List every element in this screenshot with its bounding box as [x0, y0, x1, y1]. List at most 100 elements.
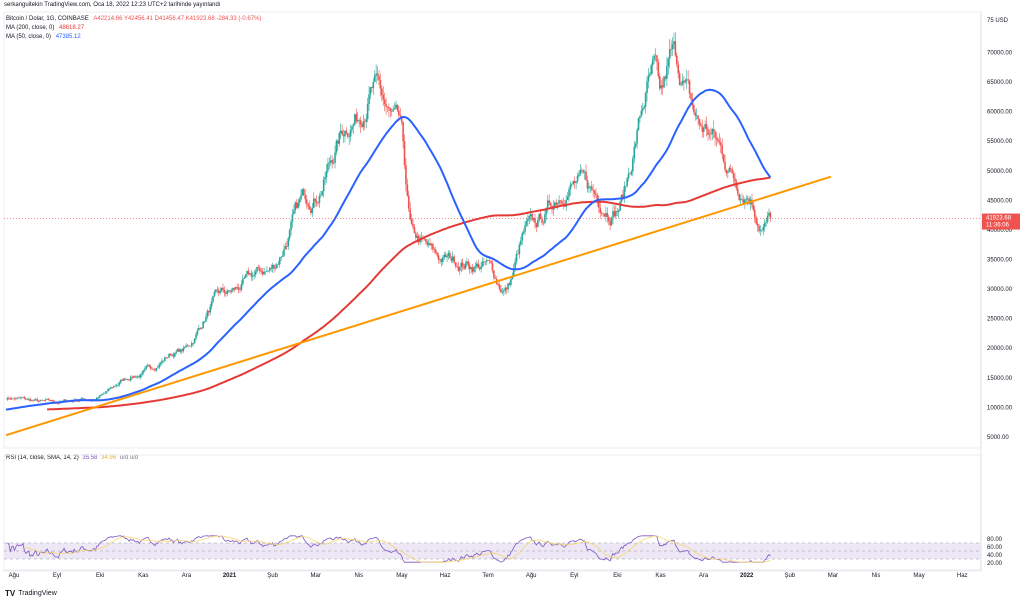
- candle-body: [456, 266, 458, 267]
- candle-body: [52, 400, 54, 402]
- candle-body: [264, 271, 267, 273]
- candle-body: [582, 170, 585, 173]
- ma50-line[interactable]: [5, 88, 772, 411]
- candle-body: [97, 397, 99, 399]
- candles-group[interactable]: [6, 32, 772, 405]
- candle-body: [308, 206, 311, 210]
- candle-body: [325, 170, 328, 178]
- candle-body: [288, 230, 291, 239]
- candle-body: [30, 400, 33, 402]
- candle-body: [314, 198, 316, 201]
- candle-body: [386, 106, 389, 108]
- candle-body: [210, 301, 213, 307]
- time-axis-label: May: [913, 573, 924, 579]
- rsi-axis-label: 80.00: [987, 537, 1003, 543]
- candle-body: [217, 290, 220, 293]
- candle-body: [632, 158, 634, 172]
- candle-body: [673, 41, 675, 45]
- candle-body: [395, 104, 397, 109]
- candle-body: [95, 397, 98, 400]
- candle-body: [388, 107, 390, 109]
- candle-body: [678, 73, 681, 85]
- candle-body: [681, 80, 684, 85]
- support-trendline[interactable]: [5, 175, 832, 437]
- candle-body: [276, 264, 278, 268]
- candle-body: [37, 401, 40, 402]
- candle-body: [98, 395, 101, 398]
- candle-body: [721, 145, 723, 155]
- candle-body: [246, 270, 248, 275]
- candle-body: [457, 266, 460, 271]
- candle-body: [297, 202, 299, 208]
- candle-body: [493, 270, 495, 278]
- main-pane[interactable]: [3, 11, 982, 449]
- candle-body: [327, 163, 329, 171]
- candle-body: [199, 327, 202, 329]
- candle-body: [515, 254, 518, 262]
- candle-body: [624, 186, 627, 187]
- candle-body: [697, 115, 699, 120]
- candle-body: [237, 287, 240, 290]
- rsi-line[interactable]: [7, 535, 771, 563]
- legend-ma200[interactable]: MA (200, close, 0) 48618.27: [6, 25, 84, 31]
- candle-body: [572, 180, 575, 184]
- candle-body: [147, 365, 149, 367]
- time-axis-label: Eki: [613, 573, 621, 579]
- candle-body: [758, 225, 760, 232]
- candle-body: [437, 255, 440, 260]
- candle-body: [298, 199, 301, 203]
- candle-body: [304, 195, 307, 200]
- candle-body: [752, 205, 755, 211]
- candle-body: [122, 378, 125, 381]
- candle-body: [376, 73, 379, 76]
- candle-body: [748, 198, 750, 204]
- candle-body: [653, 55, 655, 60]
- candle-body: [430, 244, 433, 246]
- candle-body: [579, 169, 582, 174]
- candle-body: [234, 287, 237, 290]
- candle-body: [766, 215, 769, 222]
- time-axis-label: Şub: [784, 573, 795, 579]
- candle-body: [639, 115, 641, 119]
- candle-body: [510, 279, 512, 285]
- candle-body: [110, 387, 112, 389]
- candle-body: [722, 154, 725, 162]
- candle-body: [283, 249, 285, 256]
- candle-body: [705, 124, 708, 130]
- candle-body: [183, 347, 186, 348]
- candle-body: [483, 261, 485, 263]
- candle-body: [660, 85, 663, 89]
- candle-body: [172, 354, 175, 357]
- candle-body: [588, 186, 590, 189]
- candle-body: [538, 213, 541, 221]
- candle-body: [566, 196, 569, 201]
- ma200-line[interactable]: [47, 176, 771, 411]
- candle-body: [687, 79, 689, 81]
- legend-ma50-label: MA (50, close, 0): [6, 34, 52, 40]
- candle-body: [406, 184, 409, 196]
- candle-body: [141, 372, 143, 375]
- candle-body: [556, 203, 559, 205]
- candle-body: [34, 399, 37, 400]
- candle-body: [173, 352, 176, 357]
- candle-body: [287, 238, 290, 247]
- candle-body: [114, 385, 117, 387]
- candle-body: [627, 173, 630, 179]
- rsi-axis-label: 20.00: [987, 561, 1003, 567]
- rsi-sma-line[interactable]: [25, 535, 771, 563]
- time-axis-label: Şub: [267, 573, 278, 579]
- candle-body: [186, 345, 189, 346]
- candle-body: [139, 374, 142, 378]
- price-tag[interactable]: [982, 213, 1020, 230]
- candle-body: [649, 73, 651, 76]
- price-axis-label: 60000.00: [987, 110, 1013, 116]
- legend-ma50[interactable]: MA (50, close, 0) 47385.12: [6, 34, 81, 40]
- price-axis-label: 10000.00: [987, 405, 1013, 411]
- candle-body: [491, 263, 494, 271]
- candle-body: [354, 114, 356, 125]
- rsi-legend[interactable]: RSI (14, close, SMA, 14, 2) 35.58 34.96 …: [6, 455, 140, 461]
- legend-symbol[interactable]: Bitcoin / Dolar, 1G, COINBASE A42214.66 …: [6, 16, 261, 22]
- candle-body: [451, 256, 454, 261]
- candle-body: [382, 95, 385, 100]
